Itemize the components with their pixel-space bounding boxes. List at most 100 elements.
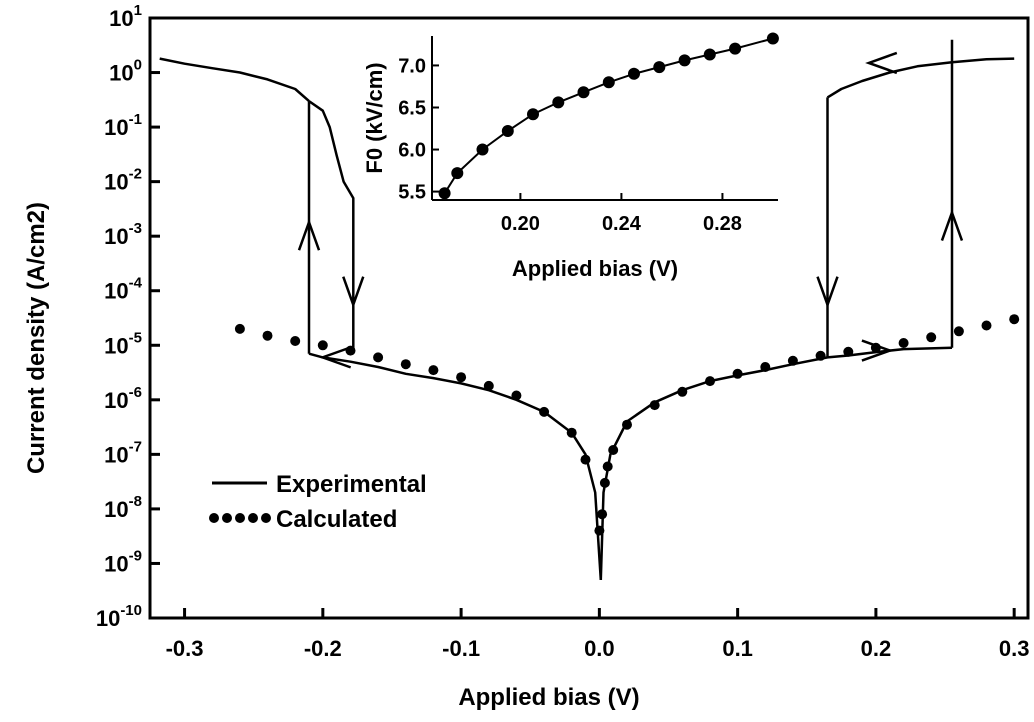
inset-data-point [766, 32, 779, 45]
legend-calculated-dot [209, 513, 219, 523]
y-tick-label: 10-2 [104, 166, 142, 195]
y-tick-label: 10-5 [104, 329, 142, 358]
direction-arrow-down [816, 276, 839, 309]
inset-data-point [438, 187, 451, 200]
inset-x-tick-label: 0.20 [501, 213, 540, 235]
calculated-point [483, 380, 494, 391]
calculated-point [787, 355, 798, 366]
inset-data-point [552, 96, 565, 109]
y-tick-label: 10-7 [104, 438, 142, 467]
inset-data-point [476, 143, 489, 156]
direction-arrow-up [940, 208, 964, 241]
calculated-point [317, 340, 328, 351]
calculated-point [262, 330, 273, 341]
legend: Experimental Calculated [209, 471, 427, 533]
calculated-point [815, 350, 826, 361]
inset-data-point [602, 76, 615, 89]
calculated-point [649, 400, 660, 411]
x-tick-label: -0.2 [304, 636, 342, 661]
calculated-point [594, 525, 605, 536]
y-tick-label: 10-6 [104, 384, 142, 413]
x-tick-label: 0.1 [722, 636, 753, 661]
calculated-point [234, 323, 245, 334]
calculated-point [511, 390, 522, 401]
y-tick-label: 10-10 [96, 602, 142, 631]
calculated-point [599, 477, 610, 488]
x-tick-label: 0.2 [861, 636, 892, 661]
legend-calculated-dot [222, 513, 232, 523]
y-tick-label: 10-1 [104, 111, 142, 140]
calculated-point [602, 461, 613, 472]
calculated-point [608, 445, 619, 455]
inset-data-point [653, 61, 666, 74]
inset-x-axis-title: Applied bias (V) [512, 256, 678, 281]
calculated-point [981, 320, 992, 331]
inset-data-point [703, 48, 716, 61]
calculated-point [705, 376, 715, 387]
inset-series [438, 32, 779, 200]
experimental-line-segment [308, 352, 603, 580]
direction-arrow-up [297, 218, 321, 251]
calculated-point [290, 336, 301, 346]
x-tick-label: -0.1 [442, 636, 480, 661]
legend-calculated-swatch [209, 513, 271, 523]
calculated-point [1009, 314, 1020, 325]
calculated-point [760, 362, 771, 372]
inset-data-point [678, 54, 691, 67]
legend-experimental-label: Experimental [276, 471, 427, 498]
calculated-point [428, 365, 439, 376]
y-tick-label: 10-9 [104, 547, 142, 576]
y-tick-label: 101 [109, 2, 142, 31]
inset-x-ticks: 0.20 0.24 0.28 [501, 193, 742, 235]
experimental-line-segment [826, 57, 1015, 99]
calculated-point [597, 509, 608, 520]
inset-fit-line [443, 37, 774, 194]
main-arrows [297, 51, 964, 369]
inset-x-tick-label: 0.28 [703, 213, 742, 235]
experimental-line-segment [599, 346, 953, 580]
inset-y-tick-label: 7.0 [398, 55, 426, 77]
main-y-ticks: 101 100 10-1 10-2 10-3 10-4 10-5 10-6 10-7 10-8 10… [96, 2, 160, 631]
inset-y-tick-label: 5.5 [398, 182, 426, 204]
main-series [159, 39, 1020, 580]
inset-y-ticks: 5.5 6.0 6.5 7.0 [398, 55, 439, 204]
calculated-point [953, 326, 964, 337]
main-plot-frame [148, 16, 1030, 620]
y-tick-label: 10-8 [104, 493, 142, 522]
calculated-point [622, 419, 632, 430]
legend-calculated-dot [235, 513, 245, 523]
calculated-point [456, 372, 467, 383]
calculated-point [677, 386, 688, 397]
y-tick-label: 10-4 [104, 275, 142, 304]
experimental-line-segment [308, 100, 355, 354]
y-tick-label: 10-3 [104, 220, 142, 249]
calculated-point [732, 368, 743, 379]
inset-y-tick-label: 6.0 [398, 140, 426, 162]
direction-arrow-right [861, 339, 894, 362]
direction-arrow-down [342, 276, 365, 309]
legend-calculated-dot [261, 513, 271, 523]
y-axis-title: Current density (A/cm2) [23, 202, 50, 474]
x-axis-title: Applied bias (V) [458, 684, 639, 711]
inset-x-tick-label: 0.24 [602, 213, 642, 235]
main-x-ticks: -0.3 -0.2 -0.1 0.0 0.1 0.2 0.3 [166, 608, 1030, 661]
calculated-point [400, 359, 411, 370]
legend-calculated-label: Calculated [276, 506, 397, 533]
experimental-line-segment [159, 57, 310, 103]
inset-y-axis-title: F0 (kV/cm) [362, 62, 387, 173]
calculated-point [566, 427, 577, 438]
calculated-point [898, 338, 909, 348]
calculated-point [539, 406, 550, 417]
inset-plot: 5.5 6.0 6.5 7.0 0.20 0.24 0.28 Applied bias (… [362, 32, 779, 281]
inset-data-point [577, 86, 590, 99]
calculated-point [580, 454, 591, 465]
main-plot: 101 100 10-1 10-2 10-3 10-4 10-5 10-6 10-7 10-8 10… [23, 2, 1030, 711]
calculated-point [843, 346, 854, 357]
x-tick-label: 0.0 [584, 636, 615, 661]
inset-data-point [527, 108, 539, 121]
inset-y-tick-label: 6.5 [398, 97, 426, 119]
inset-data-point [628, 67, 640, 80]
x-tick-label: 0.3 [999, 636, 1030, 661]
